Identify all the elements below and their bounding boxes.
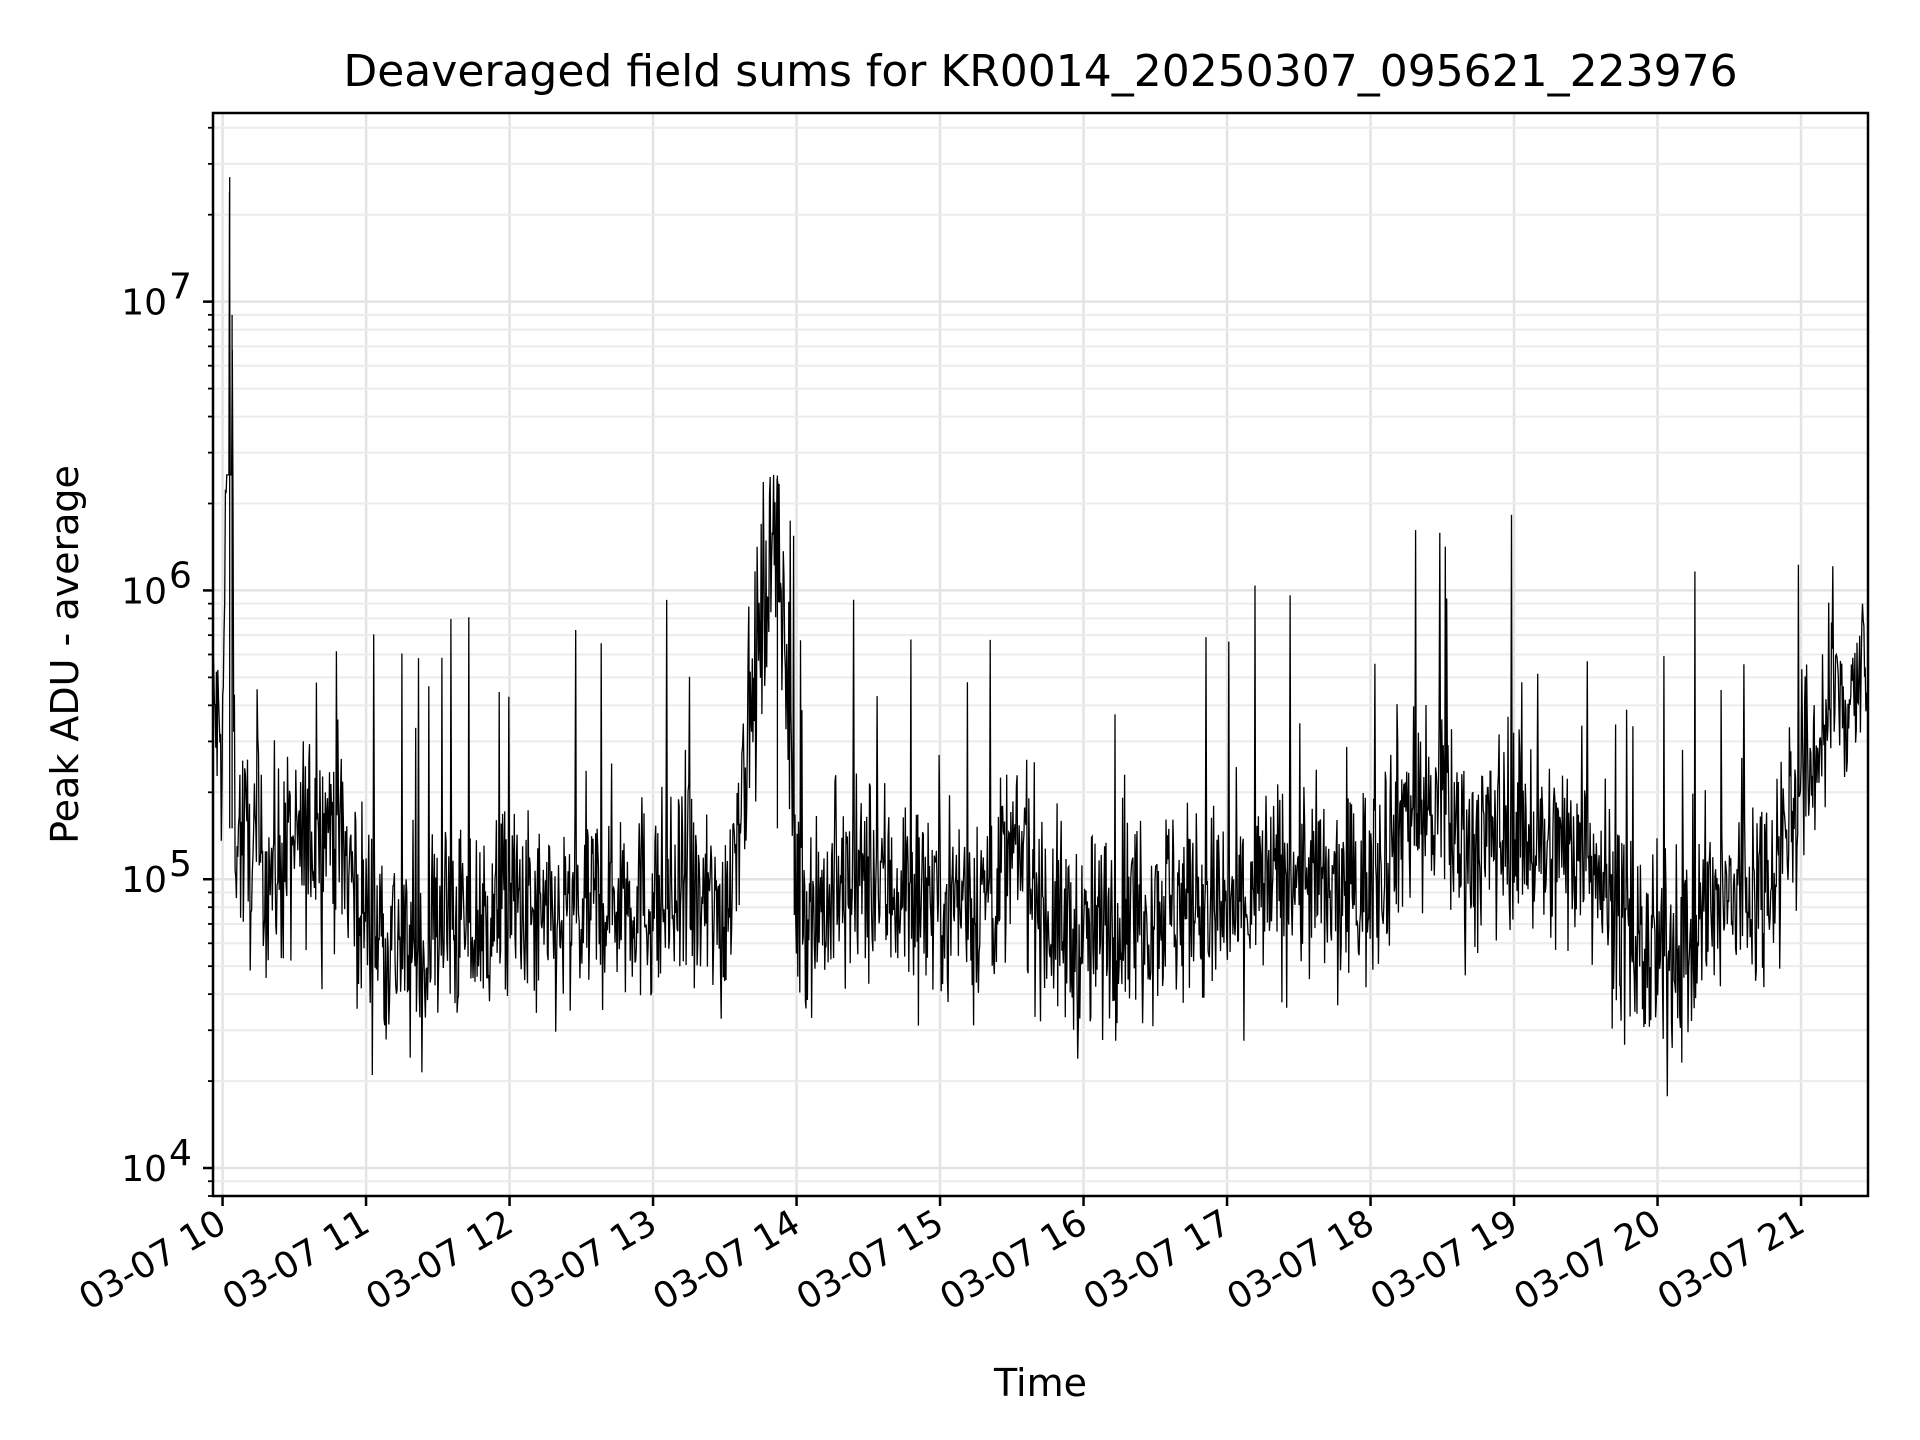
x-tick-label: 03-07 19 bbox=[1364, 1202, 1525, 1318]
plot-frame bbox=[211, 111, 1870, 1198]
y-axis-label: Peak ADU - average bbox=[43, 465, 87, 844]
x-tick-label: 03-07 12 bbox=[359, 1202, 520, 1318]
x-tick-label: 03-07 21 bbox=[1651, 1202, 1812, 1318]
x-tick-label: 03-07 10 bbox=[72, 1202, 233, 1318]
y-tick-exponent: 7 bbox=[169, 267, 192, 308]
x-tick-label: 03-07 17 bbox=[1077, 1202, 1238, 1318]
chart-title: Deaveraged field sums for KR0014_2025030… bbox=[343, 46, 1737, 97]
x-tick-label: 03-07 15 bbox=[790, 1202, 951, 1318]
series-line bbox=[212, 177, 1869, 1097]
y-tick-label: 10 bbox=[121, 571, 167, 612]
y-tick-label: 10 bbox=[121, 860, 167, 901]
x-tick-label: 03-07 18 bbox=[1220, 1202, 1381, 1318]
x-tick-label: 03-07 16 bbox=[933, 1202, 1094, 1318]
grid bbox=[213, 113, 1868, 1197]
x-tick-label: 03-07 13 bbox=[503, 1202, 664, 1318]
y-tick-label: 10 bbox=[121, 283, 167, 324]
x-tick-label: 03-07 20 bbox=[1507, 1202, 1668, 1318]
x-tick-label: 03-07 11 bbox=[216, 1202, 377, 1318]
y-tick-label: 10 bbox=[121, 1149, 167, 1190]
x-axis-label: Time bbox=[993, 1361, 1087, 1405]
y-tick-exponent: 5 bbox=[169, 844, 192, 885]
y-tick-exponent: 6 bbox=[169, 555, 192, 596]
y-tick-exponent: 4 bbox=[169, 1133, 192, 1174]
x-tick-label: 03-07 14 bbox=[646, 1202, 807, 1318]
